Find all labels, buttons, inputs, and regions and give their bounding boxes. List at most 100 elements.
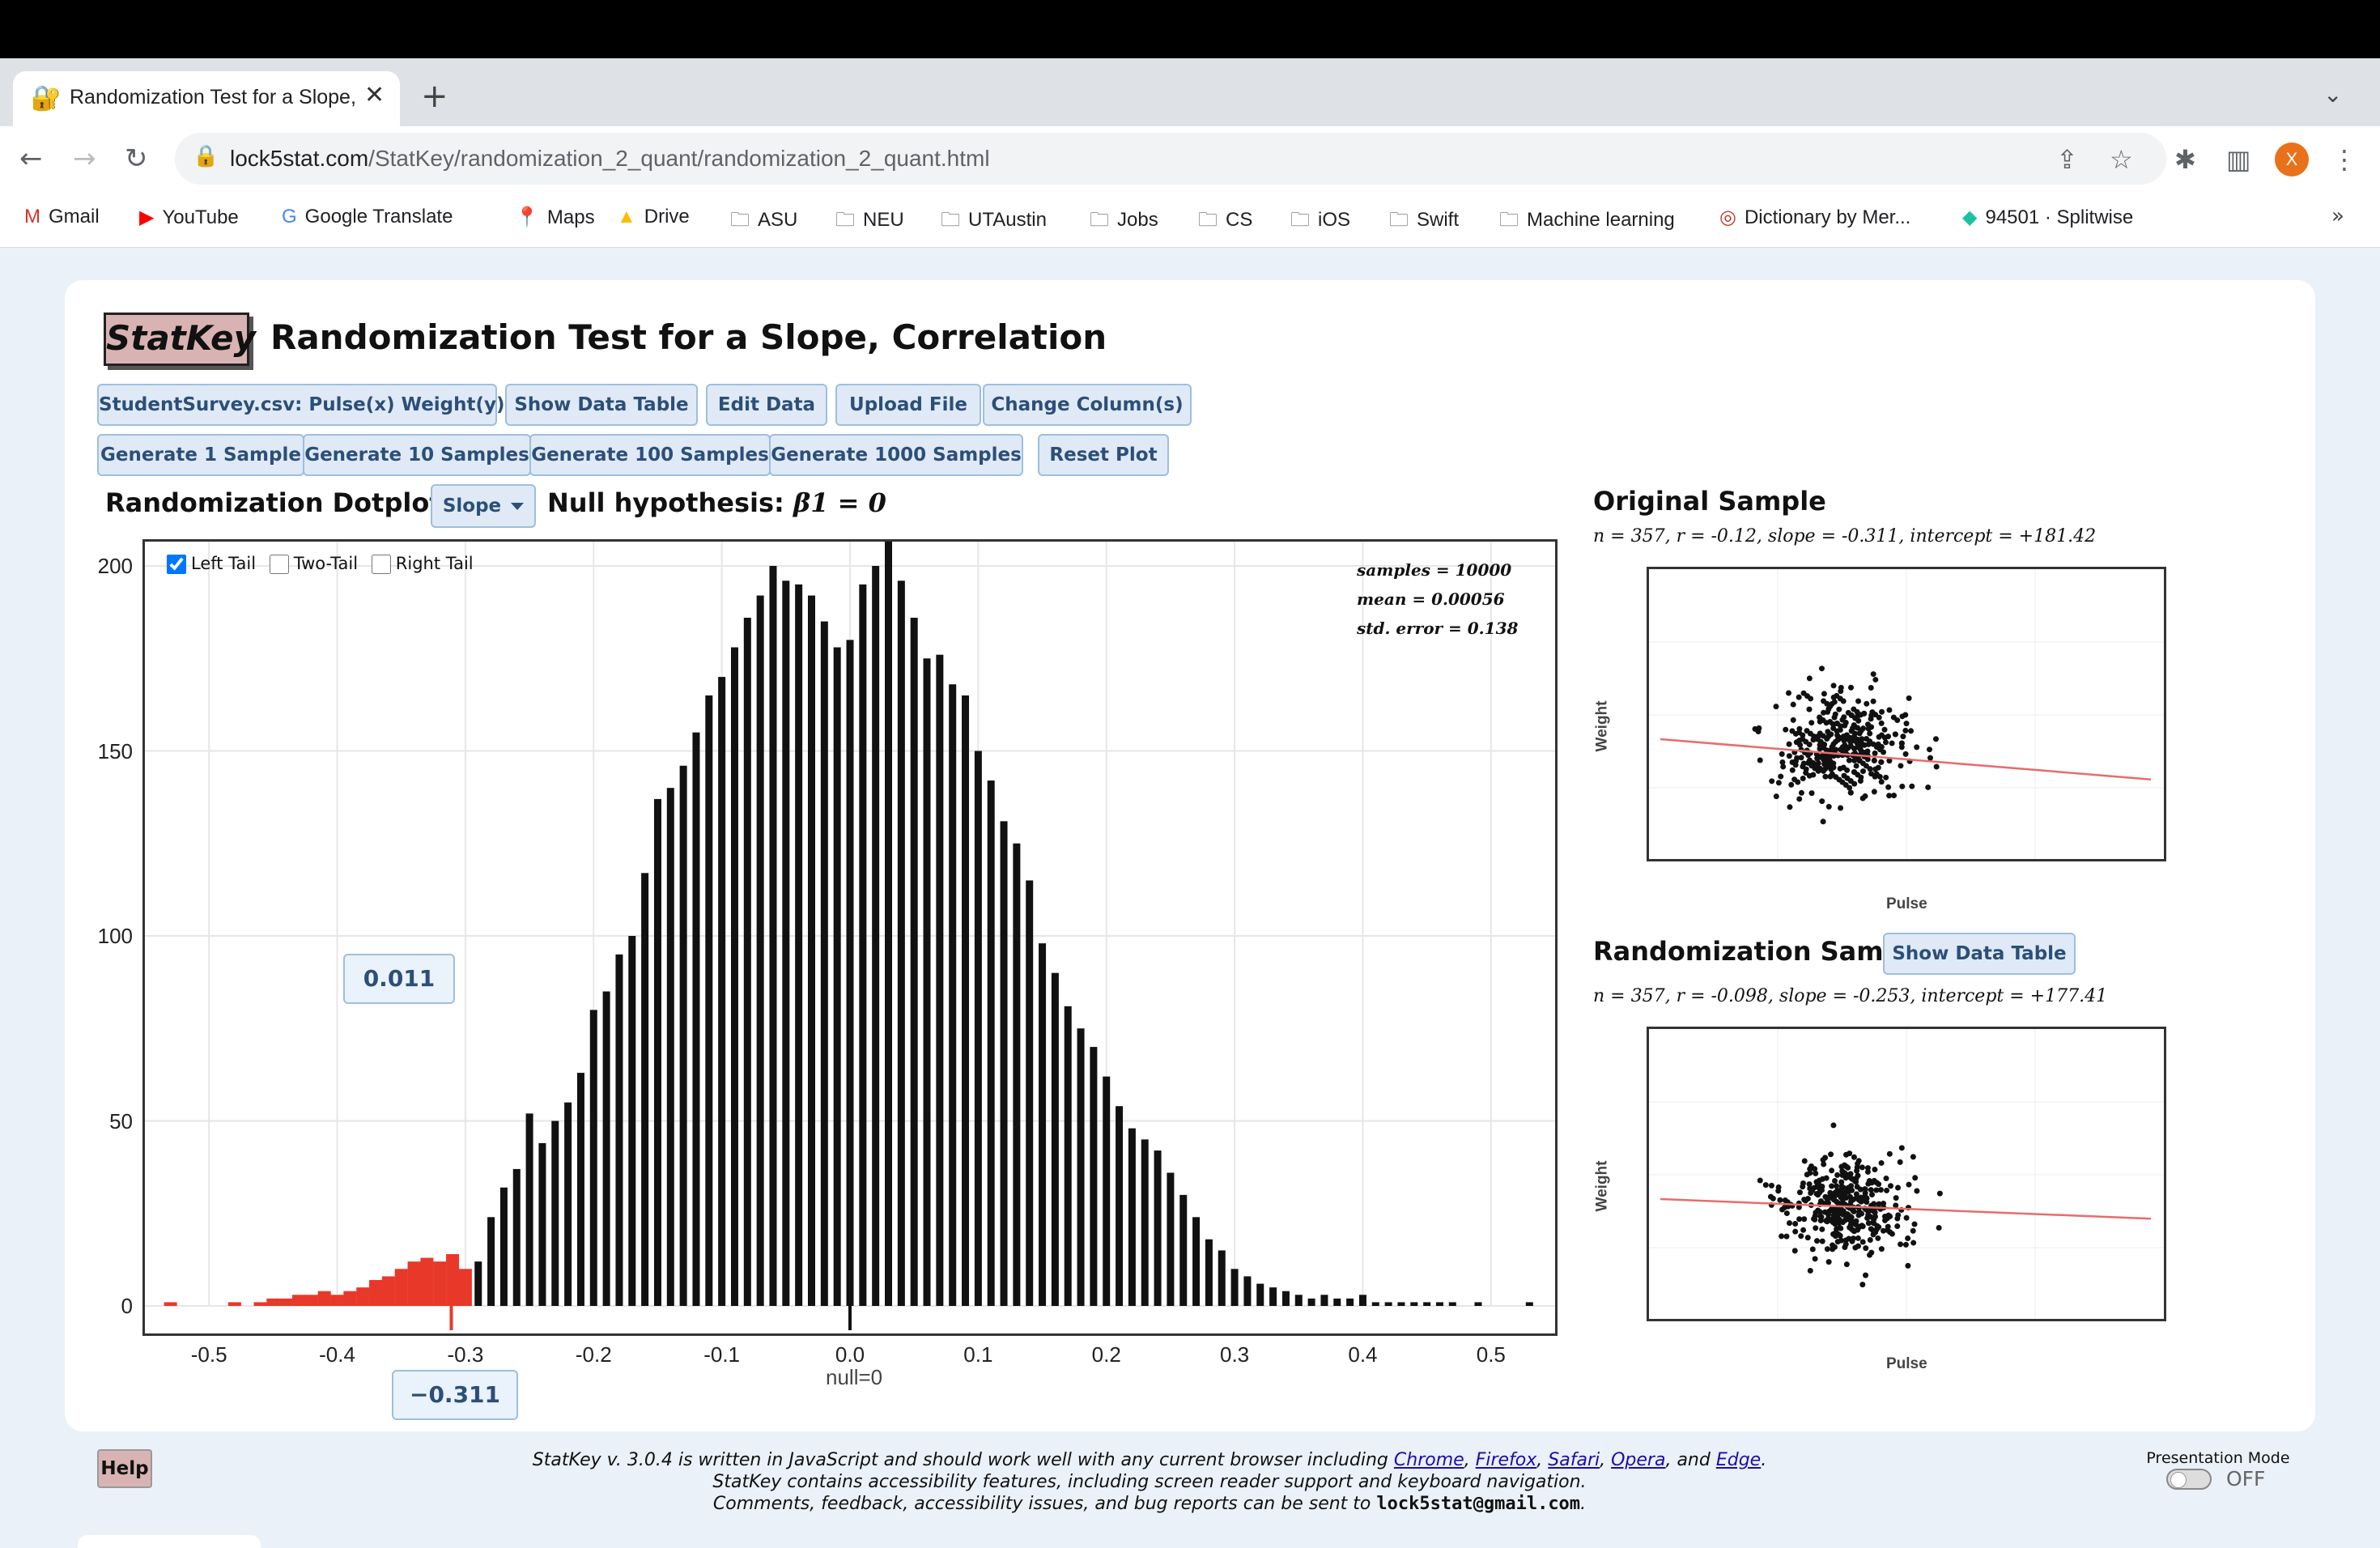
bookmark-swift[interactable]: 🗀 Swift xyxy=(1389,206,1459,239)
generate-1000-button[interactable]: Generate 1000 Samples xyxy=(769,434,1023,476)
upload-file-button[interactable]: Upload File xyxy=(835,384,981,426)
chevron-down-icon[interactable]: ⌄ xyxy=(2323,81,2343,108)
bookmark-google-translate[interactable]: G Google Translate xyxy=(282,206,453,228)
bookmark-label: CS xyxy=(1226,209,1253,231)
scatter-point xyxy=(1810,737,1817,743)
bookmark-utaustin[interactable]: 🗀 UTAustin xyxy=(941,206,1047,239)
dotplot-bar xyxy=(615,954,623,1306)
sidepanel-icon[interactable]: ▥ xyxy=(2226,144,2251,175)
scatter-point xyxy=(1823,755,1830,761)
scatter-point xyxy=(1902,1241,1909,1248)
dataset-select[interactable]: StudentSurvey.csv: Pulse(x) Weight(y) xyxy=(97,384,528,426)
chrome-link[interactable]: Chrome xyxy=(1393,1450,1464,1470)
scatter-point xyxy=(1893,1195,1899,1201)
left-tail-checkbox[interactable] xyxy=(167,555,186,574)
scatter-point xyxy=(1910,1240,1917,1246)
bookmark-drive[interactable]: ▲ Drive xyxy=(617,206,690,228)
scatter-point xyxy=(1878,720,1885,726)
reload-icon[interactable]: ↻ xyxy=(125,142,148,175)
bookmark-neu[interactable]: 🗀 NEU xyxy=(835,206,904,239)
scatter-point xyxy=(1898,1241,1904,1248)
scatter-point xyxy=(1821,745,1827,751)
dotplot-bar xyxy=(1230,1269,1239,1306)
dotplot-bar xyxy=(1103,1076,1111,1306)
scatter-point xyxy=(1829,1167,1835,1174)
presentation-mode-toggle[interactable] xyxy=(2166,1469,2212,1490)
dotplot-bar xyxy=(576,1073,584,1306)
scatter-point xyxy=(1864,700,1870,707)
right-tail-option[interactable]: Right Tail xyxy=(371,554,474,574)
observed-value-box[interactable]: −0.311 xyxy=(392,1370,518,1420)
scatter-point xyxy=(1762,1182,1769,1189)
url-text[interactable]: lock5stat.com/StatKey/randomization_2_qu… xyxy=(230,146,990,171)
generate-1-button[interactable]: Generate 1 Sample xyxy=(97,434,304,476)
bookmark-94501-splitwise[interactable]: ◆ 94501 · Splitwise xyxy=(1962,206,2133,229)
bookmark-asu[interactable]: 🗀 ASU xyxy=(730,206,797,239)
generate-10-button[interactable]: Generate 10 Samples xyxy=(303,434,531,476)
p-value-box[interactable]: 0.011 xyxy=(343,954,455,1004)
share-icon[interactable]: ⇪ xyxy=(2056,144,2078,175)
dotplot-bar xyxy=(949,684,957,1306)
generate-100-button[interactable]: Generate 100 Samples xyxy=(529,434,771,476)
new-tab-icon[interactable]: + xyxy=(421,78,448,115)
scatter-point xyxy=(1878,779,1885,785)
x-tick-label: -0.4 xyxy=(319,1342,355,1367)
back-icon[interactable]: ← xyxy=(19,142,43,175)
star-icon[interactable]: ☆ xyxy=(2110,144,2133,175)
lock-icon[interactable]: 🔒 xyxy=(193,144,219,168)
left-tail-option[interactable]: Left Tail xyxy=(167,554,256,574)
scatter-point xyxy=(1845,709,1851,716)
scatter-point xyxy=(1847,738,1854,745)
dotplot-bar xyxy=(1281,1291,1290,1306)
bookmark-cs[interactable]: 🗀 CS xyxy=(1198,206,1252,239)
scatter-point xyxy=(1903,1214,1910,1221)
more-bookmarks-icon[interactable]: » xyxy=(2331,204,2344,228)
safari-link[interactable]: Safari xyxy=(1548,1450,1600,1470)
randomization-show-data-table-button[interactable]: Show Data Table xyxy=(1883,933,2076,975)
scatter-point xyxy=(1796,1189,1803,1196)
drive-icon: ▲ xyxy=(617,206,636,228)
randomization-dotplot[interactable] xyxy=(142,539,1558,1336)
reset-plot-button[interactable]: Reset Plot xyxy=(1038,434,1169,476)
statistic-select[interactable]: Slope xyxy=(431,484,536,528)
edit-data-button[interactable]: Edit Data xyxy=(706,384,827,426)
firefox-link[interactable]: Firefox xyxy=(1475,1450,1537,1470)
forward-icon[interactable]: → xyxy=(73,142,96,175)
right-tail-checkbox[interactable] xyxy=(371,555,391,574)
two-tail-option[interactable]: Two-Tail xyxy=(269,554,358,574)
scatter-point xyxy=(1891,793,1898,799)
bookmark-label: 94501 · Splitwise xyxy=(1985,206,2134,228)
help-button[interactable]: Help xyxy=(97,1449,152,1488)
close-tab-icon[interactable]: ✕ xyxy=(364,81,385,109)
scatter-point xyxy=(1801,1216,1808,1223)
scatter-point xyxy=(1905,1235,1911,1242)
edge-link[interactable]: Edge xyxy=(1715,1450,1762,1470)
dotplot-bar xyxy=(1192,1217,1201,1306)
folder-icon: 🗀 xyxy=(1389,209,1409,231)
bookmark-ios[interactable]: 🗀 iOS xyxy=(1290,206,1350,239)
scatter-point xyxy=(1914,744,1920,751)
show-data-table-button[interactable]: Show Data Table xyxy=(505,384,698,426)
dotplot-bar xyxy=(859,584,867,1306)
scatter-point xyxy=(1864,735,1870,742)
address-bar[interactable] xyxy=(175,133,2166,185)
bookmark-youtube[interactable]: ▶ YouTube xyxy=(139,206,239,229)
bookmark-jobs[interactable]: 🗀 Jobs xyxy=(1090,206,1158,239)
opera-link[interactable]: Opera xyxy=(1611,1450,1666,1470)
bookmark-gmail[interactable]: M Gmail xyxy=(24,206,100,228)
statkey-logo[interactable]: StatKey xyxy=(104,313,256,366)
menu-icon[interactable]: ⋮ xyxy=(2331,144,2357,175)
scatter-point xyxy=(1821,709,1827,716)
two-tail-checkbox[interactable] xyxy=(269,555,289,574)
bookmark-dictionary-by-mer[interactable]: ◎ Dictionary by Mer... xyxy=(1719,206,1910,229)
profile-avatar[interactable]: X xyxy=(2275,142,2309,176)
browser-tab[interactable]: 🔐 Randomization Test for a Slope, Correl… xyxy=(13,71,400,126)
dotplot-bar xyxy=(692,732,700,1306)
change-columns-button[interactable]: Change Column(s) xyxy=(983,384,1192,426)
scatter-point xyxy=(1883,1176,1889,1182)
bookmark-label: UTAustin xyxy=(968,209,1047,231)
extensions-icon[interactable]: ✱ xyxy=(2174,144,2196,175)
scatter-point xyxy=(1889,740,1895,746)
bookmark-machine-learning[interactable]: 🗀 Machine learning xyxy=(1499,206,1675,239)
bookmark-maps[interactable]: 📍 Maps xyxy=(515,206,595,229)
